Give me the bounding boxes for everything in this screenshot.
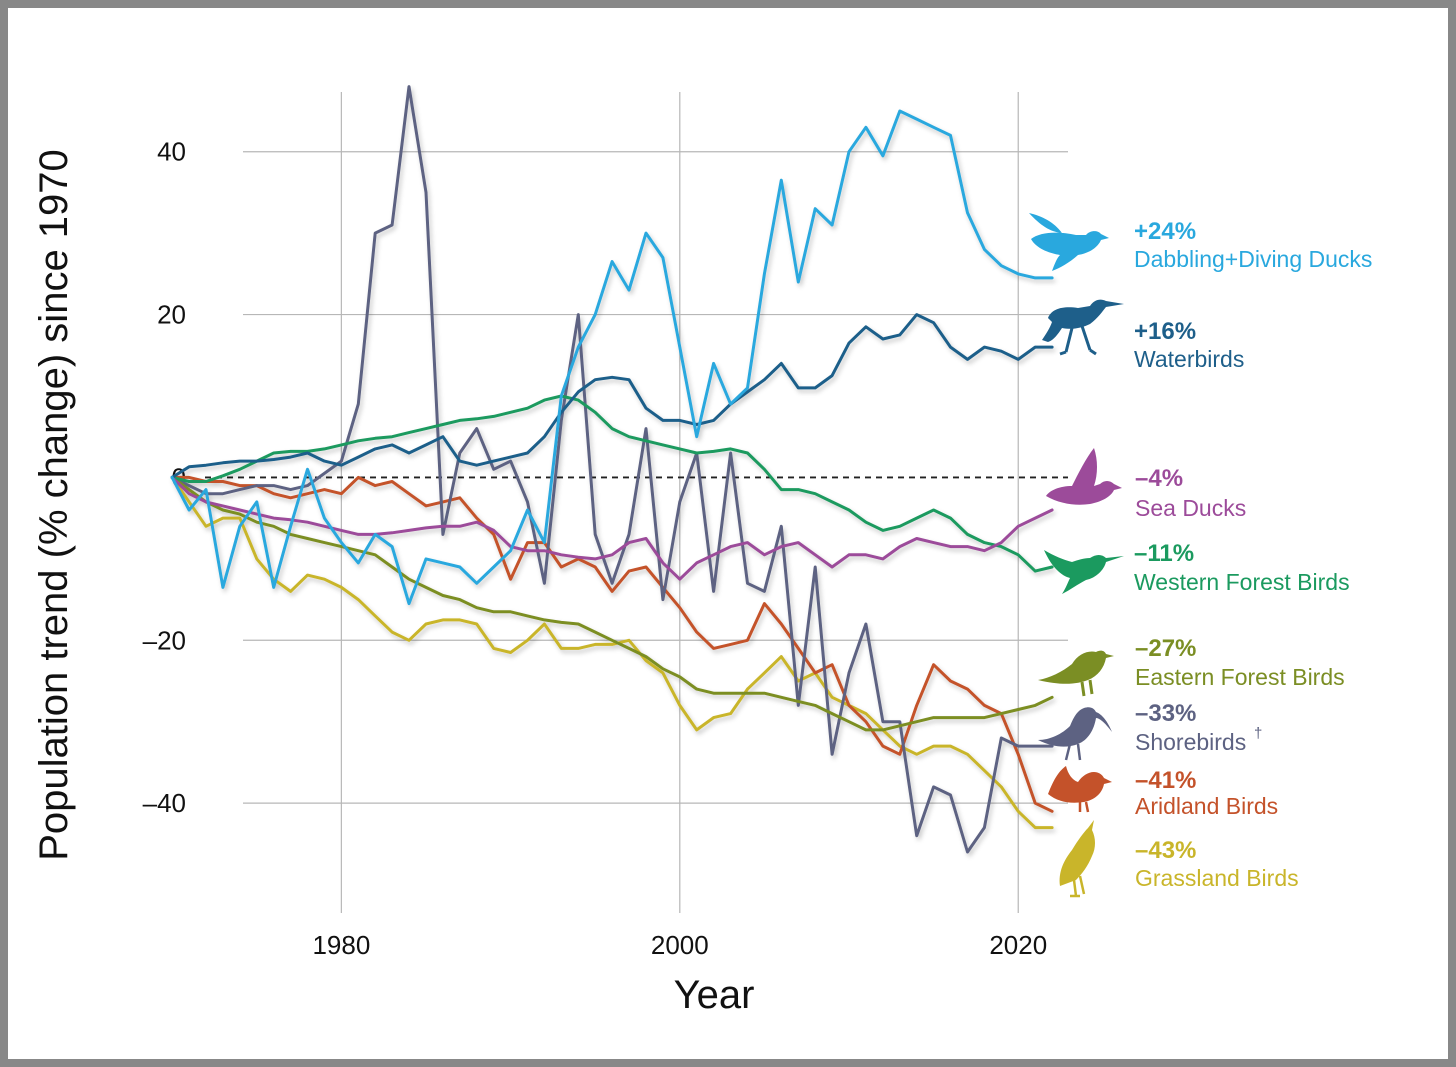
legend-pct-grassland: –43% bbox=[1135, 837, 1196, 864]
series-line-eastern-forest-birds bbox=[170, 475, 1054, 732]
series-line-grassland-birds bbox=[170, 475, 1054, 830]
legend-pct-waterbirds: +16% bbox=[1134, 318, 1196, 345]
warbler-icon bbox=[1038, 650, 1114, 697]
series-lines bbox=[170, 85, 1054, 854]
y-axis-title: Population trend (% change) since 1970 bbox=[32, 149, 76, 861]
legend-name-shorebirds: Shorebirds bbox=[1135, 729, 1246, 755]
series-line-aridland-birds bbox=[170, 475, 1054, 813]
x-tick-label: 2000 bbox=[651, 930, 709, 960]
y-tick-label: –20 bbox=[143, 625, 186, 655]
x-tick-label: 1980 bbox=[312, 930, 370, 960]
legend-pct-shorebirds: –33% bbox=[1135, 700, 1196, 727]
x-axis-title: Year bbox=[674, 973, 755, 1017]
y-tick-label: –40 bbox=[143, 788, 186, 818]
legend-entry-waterbirds: +16% Waterbirds bbox=[1042, 299, 1244, 372]
legend-name-grassland: Grassland Birds bbox=[1135, 865, 1299, 891]
curlew-icon bbox=[1038, 707, 1112, 761]
legend-entry-eastern-forest: –27% Eastern Forest Birds bbox=[1038, 635, 1345, 697]
legend: +24% Dabbling+Diving Ducks +16% Waterbir… bbox=[1029, 213, 1372, 898]
series-line-dabbling-diving-ducks bbox=[170, 109, 1054, 606]
heron-icon bbox=[1042, 299, 1124, 356]
legend-name-western-forest: Western Forest Birds bbox=[1134, 569, 1350, 595]
legend-entry-shorebirds: –33% Shorebirds † bbox=[1038, 700, 1262, 761]
series-line-western-forest-birds bbox=[170, 394, 1054, 573]
legend-note-shorebirds: † bbox=[1254, 725, 1262, 742]
legend-entry-western-forest: –11% Western Forest Birds bbox=[1044, 540, 1350, 595]
legend-name-sea-ducks: Sea Ducks bbox=[1135, 495, 1246, 521]
hummingbird-icon bbox=[1044, 550, 1124, 594]
legend-entry-aridland: –41% Aridland Birds bbox=[1048, 766, 1278, 819]
legend-pct-western-forest: –11% bbox=[1134, 540, 1194, 567]
y-tick-label: 40 bbox=[157, 137, 186, 167]
legend-pct-sea-ducks: –4% bbox=[1135, 465, 1183, 492]
x-tick-label: 2020 bbox=[989, 930, 1047, 960]
legend-entry-grassland: –43% Grassland Birds bbox=[1059, 820, 1299, 898]
sea-duck-icon bbox=[1046, 448, 1122, 505]
chart-frame: 40 20 0 –20 –40 1980 2000 2020 Population trend… bbox=[8, 8, 1448, 1059]
series-line-waterbirds bbox=[170, 313, 1054, 479]
legend-name-eastern-forest: Eastern Forest Birds bbox=[1135, 664, 1345, 690]
legend-pct-ducks: +24% bbox=[1134, 218, 1196, 245]
legend-name-aridland: Aridland Birds bbox=[1135, 793, 1278, 819]
legend-entry-sea-ducks: –4% Sea Ducks bbox=[1046, 448, 1246, 521]
legend-pct-eastern-forest: –27% bbox=[1135, 635, 1196, 662]
y-tick-label: 20 bbox=[157, 300, 186, 330]
legend-pct-aridland: –41% bbox=[1135, 767, 1196, 794]
legend-name-waterbirds: Waterbirds bbox=[1134, 346, 1244, 372]
cactus-wren-icon bbox=[1048, 766, 1112, 813]
meadowlark-icon bbox=[1059, 820, 1095, 898]
legend-name-ducks: Dabbling+Diving Ducks bbox=[1134, 246, 1372, 272]
series-line-shorebirds bbox=[170, 85, 1054, 854]
duck-flying-icon bbox=[1029, 213, 1109, 271]
legend-entry-ducks: +24% Dabbling+Diving Ducks bbox=[1029, 213, 1372, 272]
series-line-sea-ducks bbox=[170, 475, 1054, 581]
